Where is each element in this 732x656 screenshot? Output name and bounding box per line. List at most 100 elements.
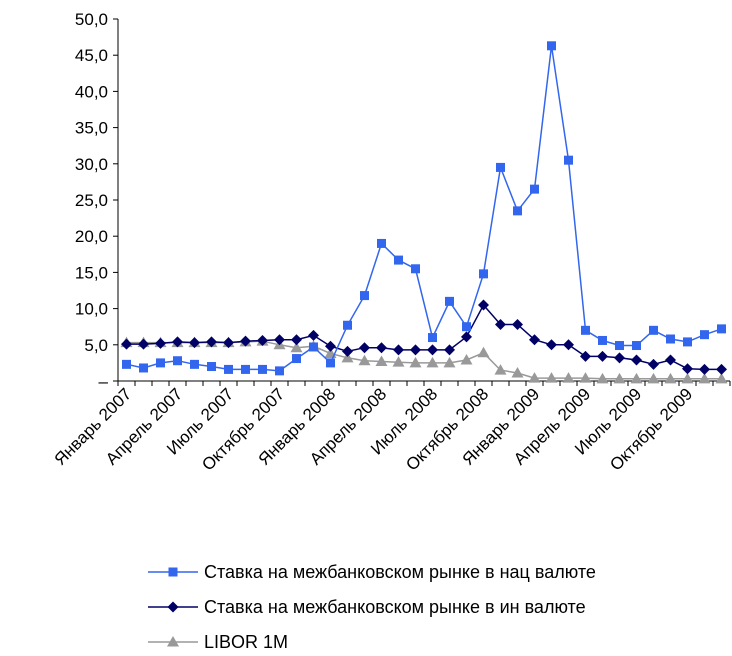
data-point-series-1 [309, 342, 318, 352]
data-point-series-3 [511, 367, 524, 378]
data-point-series-2 [427, 344, 438, 356]
data-point-series-3 [664, 372, 677, 384]
data-point-series-2 [461, 331, 472, 343]
data-point-series-2 [172, 336, 183, 348]
data-point-series-1 [496, 162, 505, 172]
data-point-series-3 [579, 372, 592, 383]
legend-marker [168, 567, 178, 577]
data-point-series-2 [648, 358, 659, 370]
data-point-series-2 [274, 334, 285, 346]
data-point-series-3 [341, 351, 354, 363]
data-point-series-2 [563, 339, 574, 351]
data-point-series-1 [139, 363, 148, 373]
data-point-series-3 [613, 372, 626, 384]
data-point-series-2 [359, 342, 370, 354]
data-point-series-3 [443, 356, 456, 368]
data-point-series-1 [445, 296, 454, 306]
data-point-series-3 [375, 355, 388, 366]
data-point-series-3 [426, 356, 439, 368]
y-tick-label: – [99, 372, 109, 391]
data-point-series-3 [715, 372, 728, 384]
data-point-series-3 [290, 341, 303, 353]
y-tick-label: 30,0 [75, 155, 108, 174]
data-point-series-2 [325, 340, 336, 352]
data-point-series-1 [513, 206, 522, 216]
data-point-series-3 [358, 354, 371, 366]
data-point-series-2 [189, 337, 200, 349]
y-tick-label: 50,0 [75, 10, 108, 29]
data-point-series-1 [224, 364, 233, 374]
data-point-series-1 [717, 324, 726, 334]
legend-marker [167, 636, 179, 647]
data-point-series-1 [173, 356, 182, 366]
data-point-series-2 [223, 337, 234, 349]
data-point-series-3 [545, 372, 558, 383]
data-point-series-2 [614, 352, 625, 364]
data-point-series-2 [631, 354, 642, 366]
y-tick-label: 25,0 [75, 191, 108, 210]
data-point-series-2 [682, 363, 693, 375]
data-point-series-1 [649, 325, 658, 335]
data-point-series-2 [342, 345, 353, 357]
data-point-series-1 [190, 359, 199, 369]
data-point-series-2 [155, 337, 166, 349]
data-point-series-1 [377, 238, 386, 248]
data-point-series-2 [410, 344, 421, 356]
series-line-1 [126, 45, 722, 372]
data-point-series-2 [699, 363, 710, 375]
data-point-series-1 [428, 333, 437, 343]
data-point-series-3 [528, 372, 541, 383]
data-point-series-2 [138, 338, 149, 350]
data-point-series-2 [597, 350, 608, 362]
data-point-series-1 [292, 354, 301, 364]
legend-label: Ставка на межбанковском рынке в ин валют… [204, 597, 586, 617]
data-point-series-2 [716, 363, 727, 375]
data-point-series-2 [444, 344, 455, 356]
data-point-series-1 [700, 330, 709, 340]
data-point-series-3 [562, 372, 575, 383]
legend-item-2: Ставка на межбанковском рынке в ин валют… [148, 597, 586, 617]
data-point-series-1 [615, 341, 624, 351]
data-point-series-2 [580, 350, 591, 362]
data-point-series-2 [512, 319, 523, 331]
data-point-series-1 [547, 41, 556, 51]
y-tick-label: 20,0 [75, 227, 108, 246]
data-point-series-1 [394, 255, 403, 265]
data-point-series-1 [343, 320, 352, 330]
data-point-series-1 [241, 364, 250, 374]
data-point-series-3 [698, 372, 711, 384]
data-point-series-1 [632, 341, 641, 351]
data-point-series-2 [393, 344, 404, 356]
data-point-series-2 [665, 354, 676, 366]
data-point-series-1 [326, 358, 335, 368]
data-point-series-2 [291, 334, 302, 346]
legend-marker [167, 601, 179, 613]
data-point-series-1 [411, 264, 420, 274]
data-point-series-1 [581, 325, 590, 335]
data-point-series-2 [240, 335, 251, 347]
data-point-series-3 [681, 372, 694, 384]
data-point-series-1 [462, 322, 471, 332]
data-point-series-1 [683, 337, 692, 347]
data-point-series-1 [156, 358, 165, 368]
data-point-series-1 [258, 364, 267, 374]
data-point-series-3 [409, 356, 422, 368]
legend-item-1: Ставка на межбанковском рынке в нац валю… [148, 562, 596, 582]
data-point-series-2 [308, 329, 319, 341]
data-point-series-1 [564, 155, 573, 165]
legend-label: LIBOR 1M [204, 632, 288, 651]
legend-label: Ставка на межбанковском рынке в нац валю… [204, 562, 596, 582]
data-point-series-1 [530, 184, 539, 194]
data-point-series-1 [207, 362, 216, 372]
data-point-series-3 [647, 372, 660, 384]
data-point-series-1 [479, 269, 488, 279]
data-point-series-3 [596, 372, 609, 384]
y-tick-label: 5,0 [84, 336, 108, 355]
data-point-series-3 [477, 346, 490, 358]
y-tick-label: 10,0 [75, 300, 108, 319]
data-point-series-2 [257, 334, 268, 346]
data-point-series-3 [392, 356, 405, 367]
data-point-series-2 [376, 342, 387, 354]
